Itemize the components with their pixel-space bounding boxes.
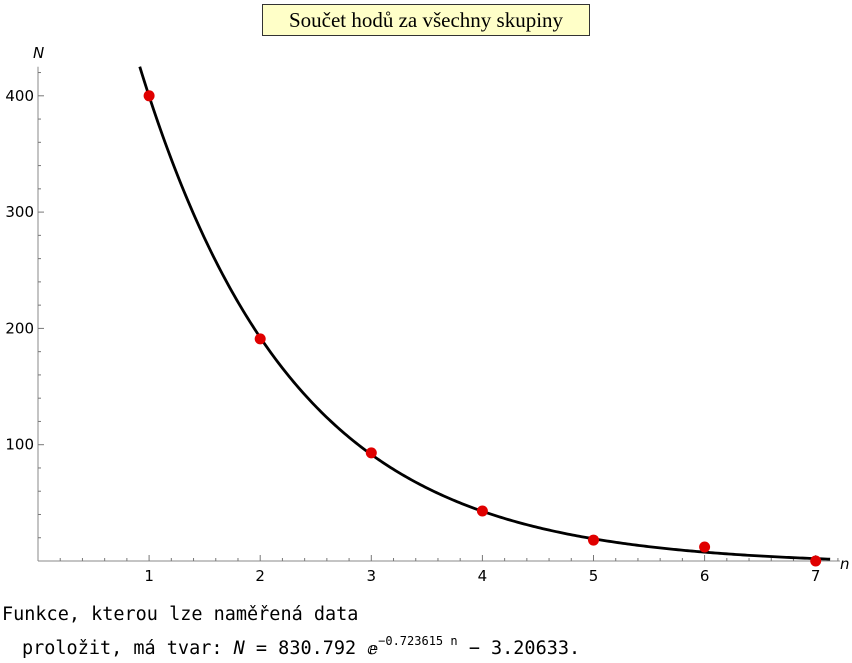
x-tick-label: 2 bbox=[255, 567, 265, 585]
x-tick-label: 7 bbox=[811, 567, 821, 585]
x-axis-label: n bbox=[840, 555, 850, 573]
chart-title-text: Součet hodů za všechny skupiny bbox=[288, 7, 564, 32]
x-tick-label: 4 bbox=[478, 567, 488, 585]
x-tick-label: 5 bbox=[589, 567, 599, 585]
x-tick-label: 1 bbox=[144, 567, 154, 585]
data-point bbox=[365, 447, 377, 459]
y-tick-label: 200 bbox=[5, 319, 34, 337]
caption-prefix: proložit, má tvar: bbox=[22, 638, 234, 659]
axes bbox=[37, 66, 840, 562]
ticks: 1 2 3 4 5 6 7 100 200 300 400 bbox=[5, 72, 839, 585]
data-points-layer bbox=[143, 90, 822, 567]
chart-title: Součet hodů za všechny skupiny bbox=[262, 4, 590, 36]
caption-line-2: proložit, má tvar: N = 830.792 ⅇ−0.72361… bbox=[22, 634, 581, 659]
data-point bbox=[588, 534, 599, 546]
chart-plot: 1 2 3 4 5 6 7 100 200 300 400 n N bbox=[5, 44, 850, 585]
y-tick-label: 400 bbox=[5, 87, 34, 105]
formula-variable: N bbox=[233, 638, 245, 659]
data-point bbox=[254, 333, 266, 345]
euler-symbol: ⅇ bbox=[367, 639, 379, 659]
fit-curve bbox=[138, 66, 831, 561]
x-tick-label: 3 bbox=[367, 567, 377, 585]
y-axis-label: N bbox=[33, 44, 44, 62]
formula-exponent: −0.723615 n bbox=[378, 634, 458, 648]
formula-suffix: − 3.20633. bbox=[457, 638, 581, 659]
caption-line-1: Funkce, kterou lze naměřená data bbox=[2, 604, 359, 625]
fit-curve-layer bbox=[138, 66, 831, 561]
data-point bbox=[699, 541, 711, 553]
data-point bbox=[143, 90, 155, 102]
x-tick-label: 6 bbox=[700, 567, 710, 585]
data-point bbox=[476, 505, 488, 517]
y-tick-label: 300 bbox=[5, 203, 34, 221]
data-point bbox=[810, 555, 822, 567]
formula-equals: = 830.792 bbox=[244, 638, 368, 659]
y-tick-label: 100 bbox=[5, 436, 34, 454]
